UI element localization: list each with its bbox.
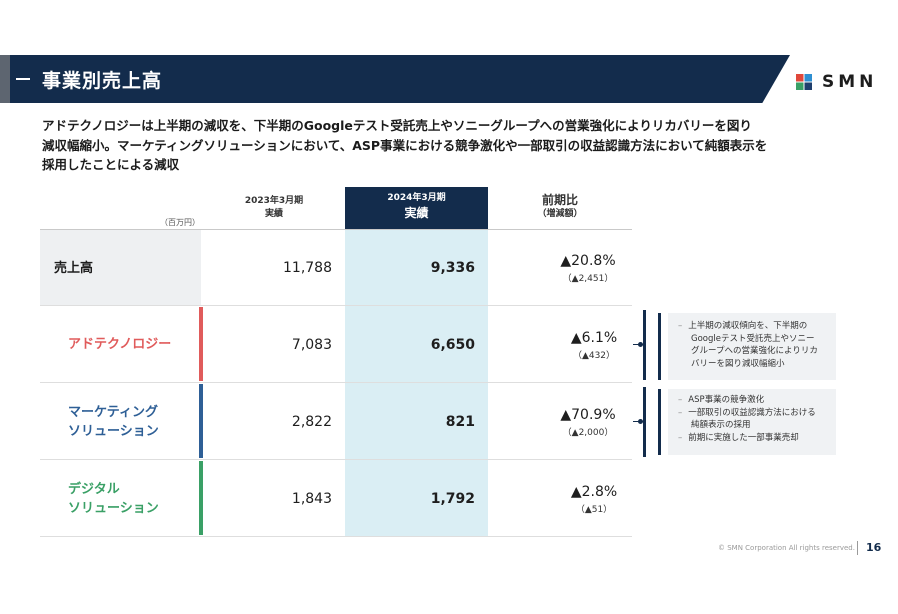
column-header-line: 実績 [264,209,283,219]
unit-label: （百万円） [160,218,200,227]
value-curr-total: 9,336 [430,260,475,276]
value-curr-adtech: 6,650 [430,337,475,353]
column-header-fy2023: 2023年3月期 実績 [203,195,345,221]
note-marketing: – ASP事業の競争激化 – 一部取引の収益認識方法における 純額表示の採用 – 前期… [658,389,836,455]
lead-text: アドテクノロジーは上半期の減収を、下半期のGoogleテスト受託売上やソニーグル… [42,116,802,175]
segment-color-band [199,307,203,381]
value-curr-marketing: 821 [445,414,475,430]
segment-color-band [199,461,203,535]
column-header-line: 2023年3月期 [244,196,304,206]
note-bar [658,313,661,380]
row-divider [40,382,632,383]
note-adtech: – 上半期の減収傾向を、下半期の Googleテスト受託売上やソニー グループへの… [658,313,836,380]
row-label-marketing: マーケティング ソリューション [68,403,159,441]
note-bar [643,387,646,457]
yoy-pct-total: ▲20.8% [560,253,616,269]
page-title: 事業別売上高 [42,70,163,92]
yoy-pct-adtech: ▲6.1% [570,330,618,346]
header-accent [0,55,10,103]
note-text: グループへの営業強化によりリカ [691,346,818,356]
lead-line: 減収幅縮小。マーケティングソリューションにおいて、ASP事業における競争激化や一… [42,137,768,153]
copyright: © SMN Corporation All rights reserved. [718,544,855,552]
row-divider [40,459,632,460]
segment-color-band [199,384,203,458]
value-prev-total: 11,788 [283,260,332,276]
brand-name: SMN [822,72,878,92]
value-prev-adtech: 7,083 [291,337,332,353]
note-connector-dot [638,342,643,347]
note-text: Googleテスト受託売上やソニー [691,333,815,344]
row-label-adtech: アドテクノロジー [68,337,172,352]
header-dash [16,78,30,80]
yoy-diff-total: （▲2,451） [562,274,614,284]
total-row-label-bg [40,229,201,305]
note-line: – ASP事業の競争激化 [678,395,765,405]
column-header-line: （増減額） [537,209,583,219]
note-line: – 一部取引の収益認識方法における [678,407,816,418]
yoy-diff-marketing: （▲2,000） [562,428,614,438]
column-header-fy2024: 2024年3月期 実績 [345,192,488,222]
value-curr-digital: 1,792 [430,491,475,507]
column-header-yoy: 前期比 （増減額） [488,192,632,221]
row-label-line: ソリューション [68,424,159,439]
row-label-line: デジタル [68,482,120,497]
lead-line: アドテクノロジーは上半期の減収を、下半期のGoogleテスト受託売上やソニーグル… [42,118,752,133]
column-header-line: 2024年3月期 [387,193,446,203]
note-text: 前期に実施した一部事業売却 [688,432,799,443]
note-text: 純額表示の採用 [691,420,751,430]
yoy-pct-digital: ▲2.8% [570,484,618,500]
note-text: 上半期の減収傾向を、下半期の [688,321,808,331]
note-text: ASP事業の競争激化 [688,395,765,405]
column-header-fy2024-bg [345,187,488,229]
header-banner [0,55,790,103]
note-line: – 前期に実施した一部事業売却 [678,432,799,443]
column-header-line: 前期比 [541,193,578,207]
value-prev-digital: 1,843 [291,491,332,507]
note-text: 一部取引の収益認識方法における [688,407,816,418]
yoy-pct-marketing: ▲70.9% [560,407,616,423]
page-number: 16 [866,541,882,554]
note-text: バリーを図り減収幅縮小 [691,358,785,369]
smn-logo-icon [796,74,812,90]
value-prev-marketing: 2,822 [291,414,332,430]
lead-line: 採用したことによる減収 [42,157,180,172]
row-label-line: マーケティング [68,405,158,420]
highlight-column [345,229,488,537]
row-divider [40,536,632,537]
row-divider [40,305,632,306]
row-label-digital: デジタル ソリューション [68,480,159,518]
note-connector-dot [638,419,643,424]
row-divider [40,229,632,230]
footer-divider [857,541,858,555]
yoy-diff-adtech: （▲432） [572,351,616,361]
row-label-line: ソリューション [68,501,159,516]
column-header-line: 実績 [404,206,429,220]
note-line: – 上半期の減収傾向を、下半期の [678,321,808,331]
note-bar [643,310,646,380]
row-label-total: 売上高 [54,261,94,276]
note-bar [658,389,661,455]
yoy-diff-digital: （▲51） [575,505,613,515]
